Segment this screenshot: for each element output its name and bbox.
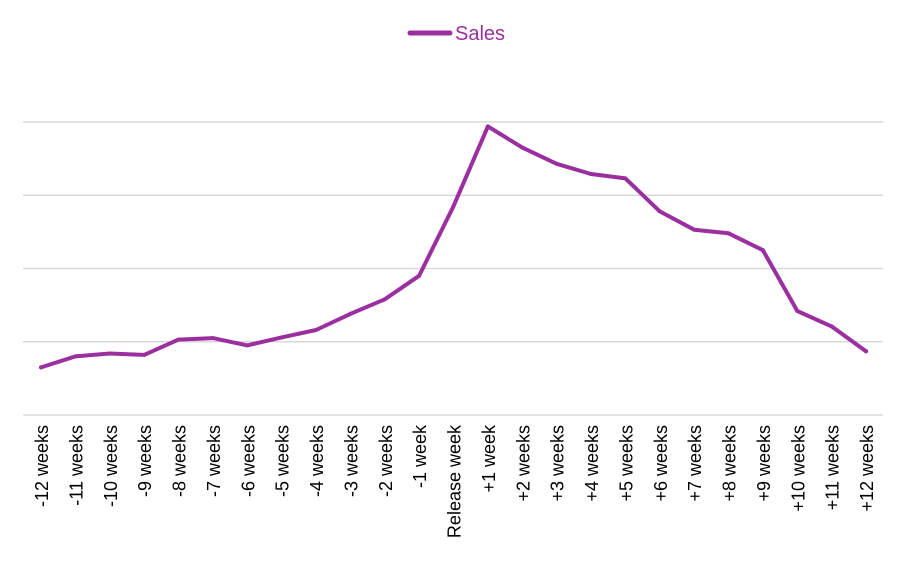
data-point	[829, 324, 834, 329]
x-tick-label: +8 weeks	[720, 425, 740, 502]
x-tick-label: -12 weeks	[32, 425, 52, 507]
data-point	[176, 337, 181, 342]
x-tick-label: -5 weeks	[273, 425, 293, 497]
x-tick-label: +4 weeks	[582, 425, 602, 502]
x-tick-label: -7 weeks	[204, 425, 224, 497]
series-sales	[39, 124, 868, 370]
x-tick-label: -2 weeks	[376, 425, 396, 497]
x-tick-label: +2 weeks	[513, 425, 533, 502]
data-point	[314, 328, 318, 333]
x-tick-label: -8 weeks	[170, 425, 190, 497]
x-tick-label: -3 weeks	[341, 425, 361, 497]
data-point	[39, 365, 43, 370]
x-tick-label: Release week	[445, 424, 465, 538]
data-point	[348, 311, 353, 316]
x-tick-label: +6 weeks	[651, 425, 671, 502]
data-point	[279, 335, 284, 340]
data-point	[554, 161, 559, 166]
data-point	[245, 343, 250, 348]
data-point	[795, 308, 800, 313]
x-tick-label: +11 weeks	[823, 425, 843, 510]
x-tick-label: +10 weeks	[788, 425, 808, 512]
legend-label-sales: Sales	[455, 23, 505, 45]
x-tick-label: +1 week	[479, 424, 499, 493]
legend: Sales	[407, 23, 505, 45]
data-point	[210, 336, 215, 341]
x-tick-label: +12 weeks	[857, 425, 877, 512]
data-point	[589, 172, 593, 177]
data-point	[451, 204, 456, 209]
data-point	[657, 209, 662, 214]
x-tick-label: -10 weeks	[101, 425, 121, 507]
data-point	[692, 227, 697, 232]
data-point	[623, 176, 628, 181]
x-tick-label: +7 weeks	[685, 425, 705, 502]
x-tick-label: -1 week	[410, 424, 430, 488]
data-point	[864, 349, 868, 354]
series-line-sales	[39, 124, 868, 370]
x-tick-label: -11 weeks	[66, 425, 86, 506]
data-point	[417, 273, 422, 278]
data-point	[73, 354, 78, 359]
x-tick-label: -9 weeks	[135, 425, 155, 497]
data-point	[382, 297, 387, 302]
data-point	[142, 352, 147, 357]
x-tick-label: -4 weeks	[307, 425, 327, 497]
data-point	[107, 351, 112, 356]
data-point	[485, 124, 490, 129]
data-point	[726, 231, 731, 236]
x-axis-tick-labels: -12 weeks -11 weeks -10 weeks -9 weeks -8 we…	[32, 424, 877, 538]
x-tick-label: +3 weeks	[548, 425, 568, 502]
x-tick-label: +5 weeks	[616, 425, 636, 502]
x-tick-label: +9 weeks	[754, 425, 774, 502]
data-point	[760, 248, 765, 253]
gridlines	[23, 121, 883, 416]
data-point	[520, 145, 525, 150]
x-tick-label: -6 weeks	[238, 425, 258, 497]
